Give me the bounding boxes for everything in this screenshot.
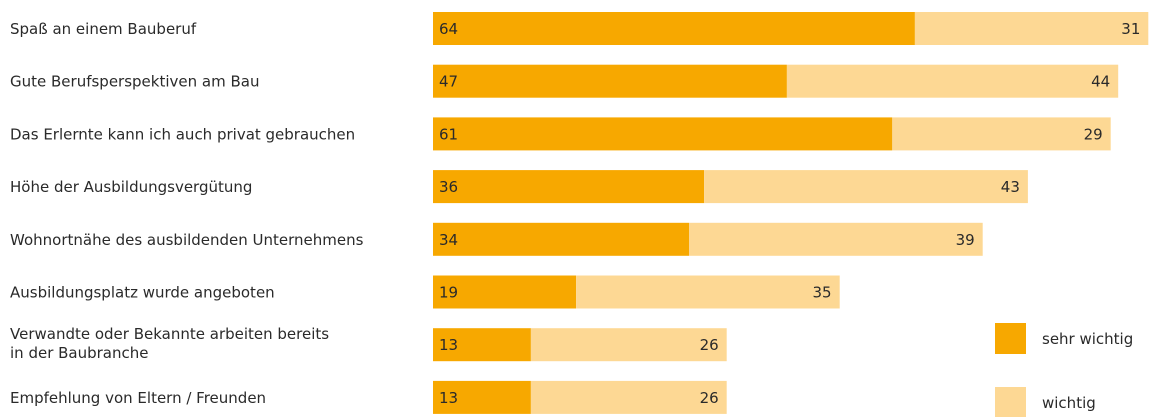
bar-wichtig	[892, 117, 1111, 151]
value-label-wichtig: 39	[956, 231, 975, 249]
value-label-sehr-wichtig: 47	[439, 73, 458, 91]
bar-wichtig	[530, 328, 727, 362]
category-label-line: Höhe der Ausbildungsvergütung	[10, 178, 252, 196]
bar-sehr-wichtig	[433, 12, 915, 45]
bar-wichtig	[704, 170, 1028, 204]
value-label-sehr-wichtig: 13	[439, 389, 458, 407]
value-label-wichtig: 44	[1091, 73, 1110, 91]
bars	[433, 12, 1149, 414]
legend: sehr wichtig wichtig	[995, 323, 1133, 417]
legend-swatch-sehr-wichtig	[995, 323, 1026, 354]
value-label-wichtig: 26	[700, 336, 719, 354]
value-label-wichtig: 26	[700, 389, 719, 407]
value-labels: 64 31 47 44 61 29 36 43 34 39 19 35 13 26 13 26	[439, 20, 1140, 407]
category-label-line: Spaß an einem Bauberuf	[10, 20, 197, 38]
category-label-line: Gute Berufsperspektiven am Bau	[10, 73, 259, 91]
value-label-sehr-wichtig: 19	[439, 284, 458, 302]
category-label: Gute Berufsperspektiven am Bau	[10, 73, 259, 91]
legend-label-wichtig: wichtig	[1042, 394, 1096, 412]
value-label-wichtig: 31	[1121, 20, 1140, 38]
value-label-sehr-wichtig: 61	[439, 125, 458, 143]
category-label: Ausbildungsplatz wurde angeboten	[10, 284, 275, 302]
category-label: Empfehlung von Eltern / Freunden	[10, 389, 266, 407]
bar-sehr-wichtig	[433, 275, 577, 309]
category-labels: Spaß an einem Bauberuf Gute Berufsperspek…	[10, 20, 364, 407]
category-label: Wohnortnähe des ausbildenden Unternehmen…	[10, 231, 364, 249]
value-label-sehr-wichtig: 36	[439, 178, 458, 196]
category-label: Das Erlernte kann ich auch privat gebrau…	[10, 125, 355, 143]
bar-wichtig	[576, 275, 840, 309]
bar-wichtig	[914, 12, 1149, 45]
bar-wichtig	[530, 380, 727, 414]
category-label-line: Ausbildungsplatz wurde angeboten	[10, 284, 275, 302]
category-label: Spaß an einem Bauberuf	[10, 20, 197, 38]
bar-sehr-wichtig	[433, 328, 531, 362]
category-label-line: Das Erlernte kann ich auch privat gebrau…	[10, 125, 355, 143]
category-label-line: Verwandte oder Bekannte arbeiten bereits	[10, 325, 329, 343]
legend-label-sehr-wichtig: sehr wichtig	[1042, 330, 1133, 348]
category-label-line: Empfehlung von Eltern / Freunden	[10, 389, 266, 407]
value-label-sehr-wichtig: 34	[439, 231, 458, 249]
category-label: Verwandte oder Bekannte arbeiten bereits…	[10, 325, 329, 362]
category-label-line: in der Baubranche	[10, 344, 149, 362]
value-label-sehr-wichtig: 64	[439, 20, 458, 38]
bar-wichtig	[689, 222, 983, 256]
bar-sehr-wichtig	[433, 380, 531, 414]
bar-sehr-wichtig	[433, 170, 705, 204]
category-label-line: Wohnortnähe des ausbildenden Unternehmen…	[10, 231, 364, 249]
value-label-wichtig: 43	[1001, 178, 1020, 196]
bar-wichtig	[786, 64, 1119, 98]
legend-swatch-wichtig	[995, 387, 1026, 417]
category-label: Höhe der Ausbildungsvergütung	[10, 178, 252, 196]
bar-sehr-wichtig	[433, 64, 787, 98]
bar-sehr-wichtig	[433, 222, 689, 256]
value-label-wichtig: 35	[813, 284, 832, 302]
value-label-sehr-wichtig: 13	[439, 336, 458, 354]
value-label-wichtig: 29	[1084, 125, 1103, 143]
bar-sehr-wichtig	[433, 117, 893, 151]
